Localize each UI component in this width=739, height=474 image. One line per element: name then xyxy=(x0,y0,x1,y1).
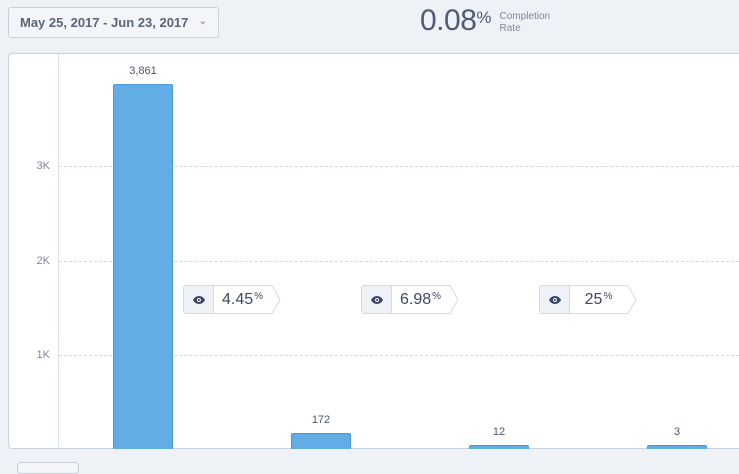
y-tick-1k: 1K xyxy=(36,349,50,361)
date-range-label: May 25, 2017 - Jun 23, 2017 xyxy=(20,15,189,30)
arrow-tip xyxy=(449,285,459,314)
gridline-2k xyxy=(59,261,739,262)
conversion-value: 6.98% xyxy=(391,285,449,314)
conversion-value: 25% xyxy=(569,285,627,314)
gridline-3k xyxy=(59,166,739,167)
bottom-button[interactable] xyxy=(17,462,79,474)
y-tick-3k: 3K xyxy=(36,160,50,172)
bar-value-label: 172 xyxy=(291,414,351,426)
funnel-bar-2[interactable] xyxy=(291,433,351,449)
completion-rate: 0.08 % Completion Rate xyxy=(420,4,550,38)
funnel-bar-4[interactable] xyxy=(647,445,707,449)
completion-rate-label: Completion Rate xyxy=(499,11,551,34)
arrow-tip xyxy=(271,285,281,314)
eye-icon[interactable] xyxy=(183,285,213,314)
completion-rate-unit: % xyxy=(476,8,492,27)
funnel-bar-1[interactable] xyxy=(113,84,173,449)
conversion-value: 4.45% xyxy=(213,285,271,314)
conversion-badge-2[interactable]: 6.98% xyxy=(361,285,459,314)
eye-icon[interactable] xyxy=(539,285,569,314)
gridline-1k xyxy=(59,355,739,356)
chevron-down-icon: ⌄ xyxy=(198,16,207,27)
completion-rate-value: 0.08 xyxy=(420,4,477,37)
bar-value-label: 3 xyxy=(647,426,707,438)
arrow-tip xyxy=(627,285,637,314)
bar-value-label: 12 xyxy=(469,426,529,438)
conversion-badge-1[interactable]: 4.45% xyxy=(183,285,281,314)
conversion-badge-3[interactable]: 25% xyxy=(539,285,637,314)
funnel-bar-3[interactable] xyxy=(469,445,529,449)
y-axis xyxy=(58,54,59,448)
eye-icon[interactable] xyxy=(361,285,391,314)
y-tick-2k: 2K xyxy=(36,255,50,267)
date-range-picker[interactable]: May 25, 2017 - Jun 23, 2017 ⌄ xyxy=(8,7,219,38)
bar-value-label: 3,861 xyxy=(113,65,173,77)
